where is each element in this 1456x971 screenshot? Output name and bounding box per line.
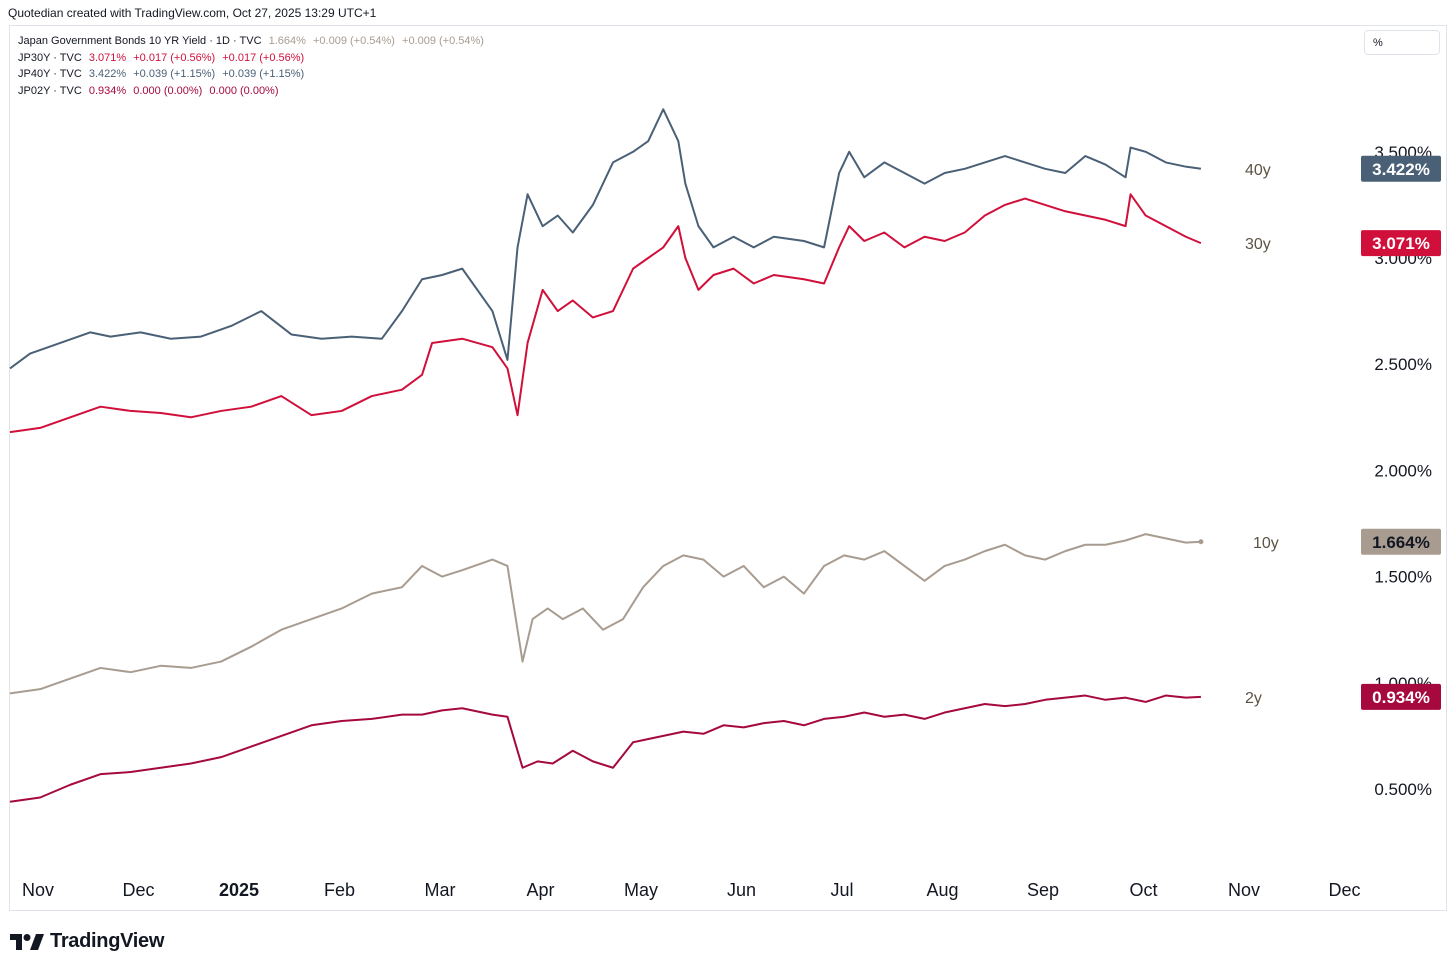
series-label-2y: 2y	[1245, 690, 1262, 707]
series-line-30y	[9, 193, 1202, 434]
x-tick-label: Nov	[22, 880, 54, 900]
chart-legend: Japan Government Bonds 10 YR Yield · 1D …	[18, 33, 488, 99]
x-tick-label: 2025	[219, 880, 259, 900]
x-tick-label: Mar	[425, 880, 456, 900]
legend-symbol: Japan Government Bonds 10 YR Yield · 1D …	[18, 35, 262, 47]
x-tick-label: Feb	[324, 880, 355, 900]
x-tick-label: Oct	[1129, 880, 1157, 900]
legend-symbol: JP02Y · TVC	[18, 84, 82, 97]
legend-value: 3.071%	[88, 51, 127, 64]
last-value-text-10y: 1.664%	[1372, 533, 1430, 552]
y-tick-label: 2.000%	[1374, 461, 1432, 480]
legend-row-40y[interactable]: JP40Y · TVC 3.422% +0.039 (+1.15%) +0.03…	[18, 66, 488, 83]
tradingview-logo-icon	[10, 933, 44, 950]
legend-change: +0.009 (+0.54%)	[313, 35, 395, 47]
x-tick-label: Dec	[1328, 880, 1360, 900]
y-tick-label: 0.500%	[1374, 780, 1432, 799]
last-value-text-40y: 3.422%	[1372, 160, 1430, 179]
legend-change-2: +0.009 (+0.54%)	[402, 35, 484, 47]
last-value-text-30y: 3.071%	[1372, 234, 1430, 253]
series-label-30y: 30y	[1245, 236, 1271, 253]
last-value-text-2y: 0.934%	[1372, 688, 1430, 707]
legend-row-30y[interactable]: JP30Y · TVC 3.071% +0.017 (+0.56%) +0.01…	[18, 50, 488, 67]
x-tick-label: Dec	[122, 880, 154, 900]
legend-change: +0.017 (+0.56%)	[133, 51, 216, 64]
legend-symbol: JP40Y · TVC	[18, 68, 82, 80]
x-tick-label: Nov	[1228, 880, 1260, 900]
x-tick-label: Jun	[727, 880, 756, 900]
last-value-badge-30y	[1361, 230, 1441, 257]
chart-attribution: Quotedian created with TradingView.com, …	[8, 6, 377, 20]
series-line-40y	[9, 108, 1202, 370]
legend-row-10y[interactable]: Japan Government Bonds 10 YR Yield · 1D …	[18, 33, 488, 50]
x-tick-label: Apr	[526, 880, 554, 900]
legend-change-2: 0.000 (0.00%)	[209, 84, 279, 97]
legend-value: 0.934%	[88, 84, 127, 97]
series-label-10y: 10y	[1253, 535, 1279, 552]
y-tick-label: 1.500%	[1374, 568, 1432, 587]
x-tick-label: May	[624, 880, 658, 900]
x-tick-label: Jul	[830, 880, 853, 900]
legend-value: 1.664%	[268, 35, 306, 47]
last-value-badge-40y	[1361, 155, 1441, 182]
unit-selector[interactable]: %	[1364, 30, 1440, 55]
last-value-badge-2y	[1361, 683, 1441, 710]
x-tick-label: Aug	[926, 880, 958, 900]
last-value-badge-10y	[1361, 528, 1441, 555]
tradingview-logo[interactable]: TradingView	[10, 930, 164, 953]
legend-symbol: JP30Y · TVC	[18, 51, 82, 64]
y-tick-label: 2.500%	[1374, 355, 1432, 374]
legend-row-2y[interactable]: JP02Y · TVC 0.934% 0.000 (0.00%) 0.000 (…	[18, 83, 488, 100]
series-label-40y: 40y	[1245, 162, 1271, 179]
chart-frame	[9, 25, 1447, 911]
legend-value: 3.422%	[88, 68, 127, 80]
legend-change-2: +0.039 (+1.15%)	[222, 68, 305, 80]
series-line-2y	[9, 694, 1201, 803]
legend-change-2: +0.017 (+0.56%)	[222, 51, 305, 64]
series-last-point-10y	[1198, 539, 1204, 545]
tradingview-brand: TradingView	[50, 930, 165, 952]
legend-change: +0.039 (+1.15%)	[133, 68, 216, 80]
x-tick-label: Sep	[1027, 880, 1059, 900]
legend-change: 0.000 (0.00%)	[133, 84, 203, 97]
series-line-10y	[9, 533, 1201, 695]
